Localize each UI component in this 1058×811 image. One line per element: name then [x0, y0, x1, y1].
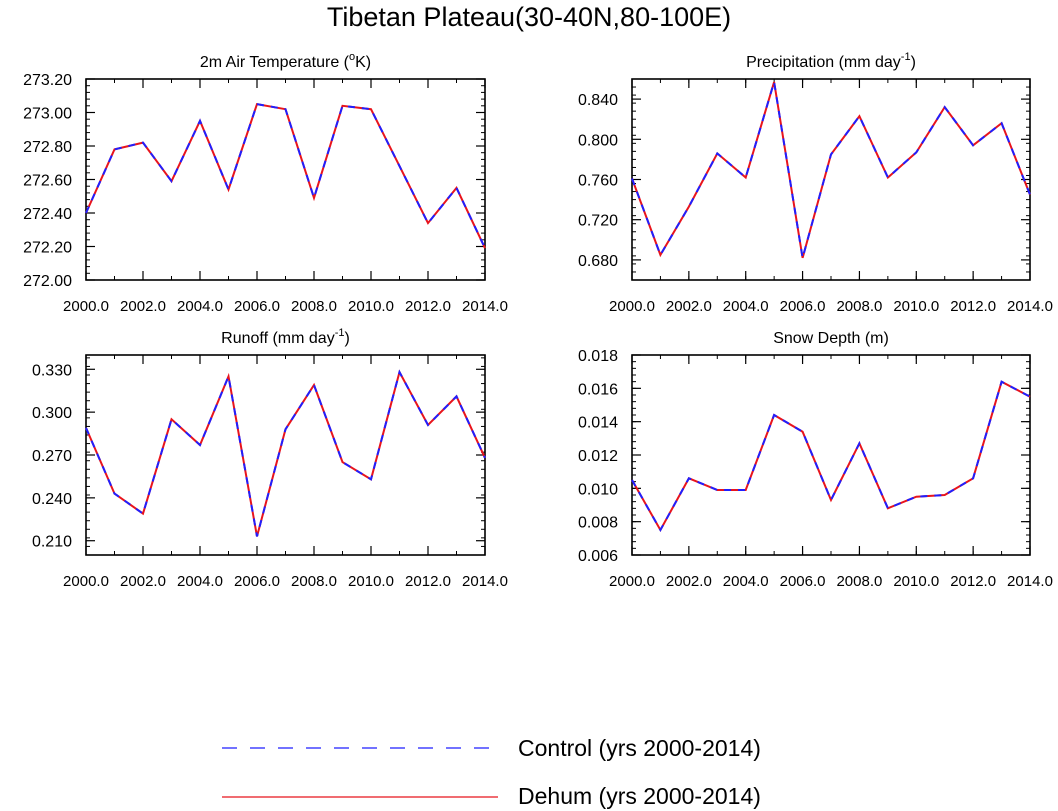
y-tick-label: 0.006 [578, 548, 618, 565]
panel-title: Snow Depth (m) [773, 330, 889, 347]
panel-title-suffix: K) [355, 54, 371, 71]
x-tick-label: 2014.0 [462, 298, 508, 315]
x-tick-label: 2010.0 [348, 298, 394, 315]
panel-title: 2m Air Temperature (oK) [200, 51, 371, 71]
x-tick-label: 2012.0 [950, 573, 996, 590]
x-tick-label: 2004.0 [723, 298, 769, 315]
x-tick-label: 2008.0 [836, 298, 882, 315]
y-tick-label: 272.40 [23, 206, 72, 223]
series-line-dehum [631, 380, 1031, 533]
y-tick-label: 273.20 [23, 72, 72, 89]
panel-title-text: Runoff (mm day [221, 330, 335, 347]
y-tick-label: 0.008 [578, 515, 618, 532]
plot-frame [631, 78, 1031, 281]
x-tick-label: 2006.0 [780, 573, 826, 590]
y-tick-label: 272.80 [23, 139, 72, 156]
x-tick-label: 2010.0 [893, 298, 939, 315]
panel-title: Precipitation (mm day-1) [746, 51, 916, 71]
x-tick-label: 2002.0 [120, 298, 166, 315]
legend-label-control: Control (yrs 2000-2014) [518, 735, 761, 761]
legend-label-dehum: Dehum (yrs 2000-2014) [518, 783, 761, 809]
x-tick-label: 2004.0 [177, 298, 223, 315]
y-tick-label: 0.680 [578, 253, 618, 270]
x-tick-label: 2000.0 [63, 298, 109, 315]
chart-panel-3: Runoff (mm day-1) 0.210 0.240 0.270 0.300 0.3… [32, 327, 508, 590]
y-tick-label: 272.20 [23, 240, 72, 257]
panel-title-text: Precipitation (mm day [746, 54, 901, 71]
panel-title-text: 2m Air Temperature ( [200, 54, 350, 71]
x-tick-label: 2006.0 [780, 298, 826, 315]
y-tick-label: 0.210 [32, 534, 72, 551]
x-tick-label: 2012.0 [405, 298, 451, 315]
y-tick-label: 0.330 [32, 362, 72, 379]
y-tick-label: 0.720 [578, 213, 618, 230]
y-tick-label: 0.270 [32, 448, 72, 465]
x-tick-label: 2002.0 [666, 573, 712, 590]
panel-title-superscript: -1 [335, 327, 345, 339]
chart-panel-1: 2m Air Temperature (oK) 272.00 272.20 272.4… [23, 51, 508, 315]
series-line-dehum [631, 81, 1031, 259]
plot-frame [631, 354, 1031, 556]
series-line-dehum [85, 102, 486, 249]
x-tick-label: 2008.0 [291, 298, 337, 315]
x-tick-label: 2014.0 [1007, 298, 1053, 315]
x-tick-label: 2000.0 [609, 573, 655, 590]
x-tick-label: 2008.0 [836, 573, 882, 590]
x-tick-label: 2002.0 [666, 298, 712, 315]
series-line-control [631, 81, 1031, 259]
y-tick-label: 0.760 [578, 173, 618, 190]
y-tick-label: 0.240 [32, 491, 72, 508]
x-tick-label: 2010.0 [348, 573, 394, 590]
y-tick-label: 0.800 [578, 132, 618, 149]
y-tick-label: 0.300 [32, 405, 72, 422]
y-tick-label: 273.00 [23, 106, 72, 123]
panel-title-suffix: ) [344, 330, 349, 347]
x-tick-label: 2006.0 [234, 573, 280, 590]
plot-frame [85, 354, 486, 556]
series-line-control [631, 380, 1031, 533]
panel-title-superscript: o [349, 51, 355, 63]
series-line-control [85, 102, 486, 249]
chart-panel-2: Precipitation (mm day-1) 0.680 0.720 0.760 0… [578, 51, 1053, 315]
series-line-control [85, 369, 486, 537]
x-tick-label: 2004.0 [723, 573, 769, 590]
y-tick-label: 0.010 [578, 481, 618, 498]
legend [222, 747, 498, 798]
y-tick-label: 0.018 [578, 348, 618, 365]
series-line-dehum [85, 369, 486, 537]
x-tick-label: 2008.0 [291, 573, 337, 590]
y-tick-label: 0.016 [578, 381, 618, 398]
x-tick-label: 2006.0 [234, 298, 280, 315]
x-tick-label: 2012.0 [950, 298, 996, 315]
panel-title: Runoff (mm day-1) [221, 327, 350, 347]
x-tick-label: 2012.0 [405, 573, 451, 590]
y-tick-label: 0.840 [578, 92, 618, 109]
x-tick-label: 2000.0 [63, 573, 109, 590]
x-tick-label: 2014.0 [1007, 573, 1053, 590]
x-tick-label: 2014.0 [462, 573, 508, 590]
x-tick-label: 2000.0 [609, 298, 655, 315]
x-tick-label: 2002.0 [120, 573, 166, 590]
chart-panel-4: Snow Depth (m) 0.006 0.008 0.010 0.012 0.014 0… [578, 330, 1053, 590]
panel-title-text: Snow Depth (m) [773, 330, 889, 347]
x-tick-label: 2004.0 [177, 573, 223, 590]
panel-title-superscript: -1 [901, 51, 911, 63]
y-tick-label: 0.014 [578, 415, 618, 432]
y-tick-label: 272.60 [23, 173, 72, 190]
figure-title: Tibetan Plateau(30-40N,80-100E) [326, 2, 732, 32]
y-tick-label: 272.00 [23, 273, 72, 290]
y-tick-label: 0.012 [578, 448, 618, 465]
x-tick-label: 2010.0 [893, 573, 939, 590]
panel-title-suffix: ) [911, 54, 916, 71]
